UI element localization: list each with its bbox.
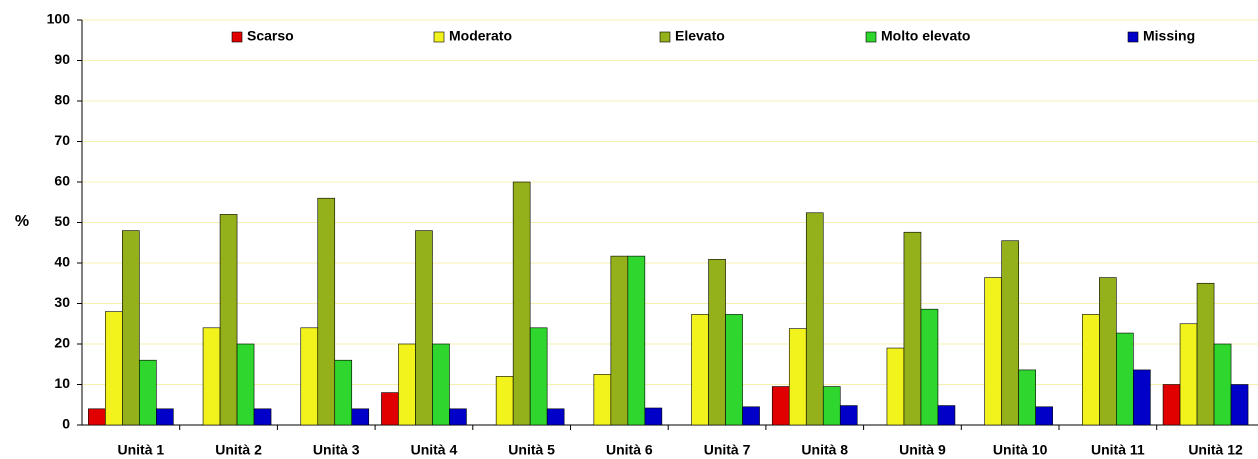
bar: [708, 259, 726, 426]
bar: [593, 374, 612, 426]
y-axis-label: %: [15, 213, 29, 230]
bar: [1116, 332, 1134, 426]
x-tick-label: Unità 11: [1091, 442, 1145, 458]
legend-label: Molto elevato: [881, 28, 970, 44]
bar: [839, 405, 858, 426]
bar: [1018, 369, 1036, 426]
y-tick-label: 100: [47, 11, 71, 27]
legend-swatch: [659, 31, 671, 43]
bar: [1230, 384, 1249, 426]
bar: [1213, 343, 1232, 426]
y-tick-label: 80: [54, 92, 70, 108]
bar: [202, 327, 221, 426]
bar: [805, 212, 824, 426]
bar: [788, 328, 807, 426]
bar: [105, 311, 123, 426]
y-tick-label: 50: [54, 213, 70, 229]
legend-swatch: [1127, 31, 1139, 43]
bar: [903, 231, 922, 426]
bar: [546, 408, 565, 426]
bar: [627, 255, 646, 426]
bar: [1179, 323, 1198, 426]
x-tick-label: Unità 9: [899, 442, 946, 458]
bar: [886, 347, 905, 426]
y-tick-label: 70: [54, 132, 70, 148]
bar: [691, 314, 709, 426]
legend-label: Missing: [1143, 28, 1195, 44]
bar: [398, 343, 416, 426]
bar: [156, 408, 174, 426]
bar: [88, 408, 106, 426]
bar: [529, 327, 548, 426]
y-tick-label: 20: [54, 335, 70, 351]
bar: [644, 407, 663, 426]
bar: [432, 343, 450, 426]
y-tick-label: 90: [54, 51, 70, 67]
bar: [742, 406, 760, 426]
bar: [610, 255, 629, 426]
y-tick-label: 10: [54, 375, 70, 391]
legend-swatch: [865, 31, 877, 43]
legend-swatch: [433, 31, 445, 43]
bar: [1196, 282, 1215, 426]
bar: [334, 359, 353, 426]
bar: [139, 359, 157, 426]
y-tick-label: 60: [54, 173, 70, 189]
bar: [822, 386, 841, 426]
x-tick-label: Unità 8: [801, 442, 848, 458]
bar: [219, 214, 238, 426]
bar: [236, 343, 255, 426]
x-tick-label: Unità 2: [215, 442, 262, 458]
bar: [512, 181, 531, 426]
x-tick-label: Unità 4: [411, 442, 458, 458]
bar: [1133, 369, 1151, 426]
y-tick-label: 30: [54, 294, 70, 310]
bar: [495, 376, 514, 426]
y-tick-label: 0: [62, 416, 70, 432]
bar: [771, 386, 790, 426]
x-tick-label: Unità 3: [313, 442, 360, 458]
bar: [122, 230, 140, 426]
legend-label: Moderato: [449, 28, 512, 44]
x-tick-label: Unità 6: [606, 442, 653, 458]
bar: [937, 405, 956, 426]
x-tick-label: Unità 1: [118, 442, 165, 458]
bar: [984, 277, 1002, 426]
bar: [415, 230, 433, 426]
y-tick-label: 40: [54, 254, 70, 270]
legend-label: Elevato: [675, 28, 725, 44]
bar: [253, 408, 272, 426]
x-tick-label: Unità 12: [1188, 442, 1243, 458]
bar: [725, 314, 743, 426]
bar: [317, 197, 336, 426]
bar: [1099, 277, 1117, 426]
bar: [300, 327, 319, 426]
bar: [1082, 314, 1100, 426]
bar: [1001, 240, 1019, 426]
bar: [351, 408, 370, 426]
bar: [381, 392, 399, 426]
legend-swatch: [231, 31, 243, 43]
bar: [449, 408, 467, 426]
x-tick-label: Unità 10: [993, 442, 1048, 458]
x-tick-label: Unità 7: [704, 442, 751, 458]
bar: [920, 308, 939, 426]
x-tick-label: Unità 5: [508, 442, 555, 458]
legend-label: Scarso: [247, 28, 294, 44]
bar: [1035, 406, 1053, 426]
bar: [1162, 384, 1181, 426]
